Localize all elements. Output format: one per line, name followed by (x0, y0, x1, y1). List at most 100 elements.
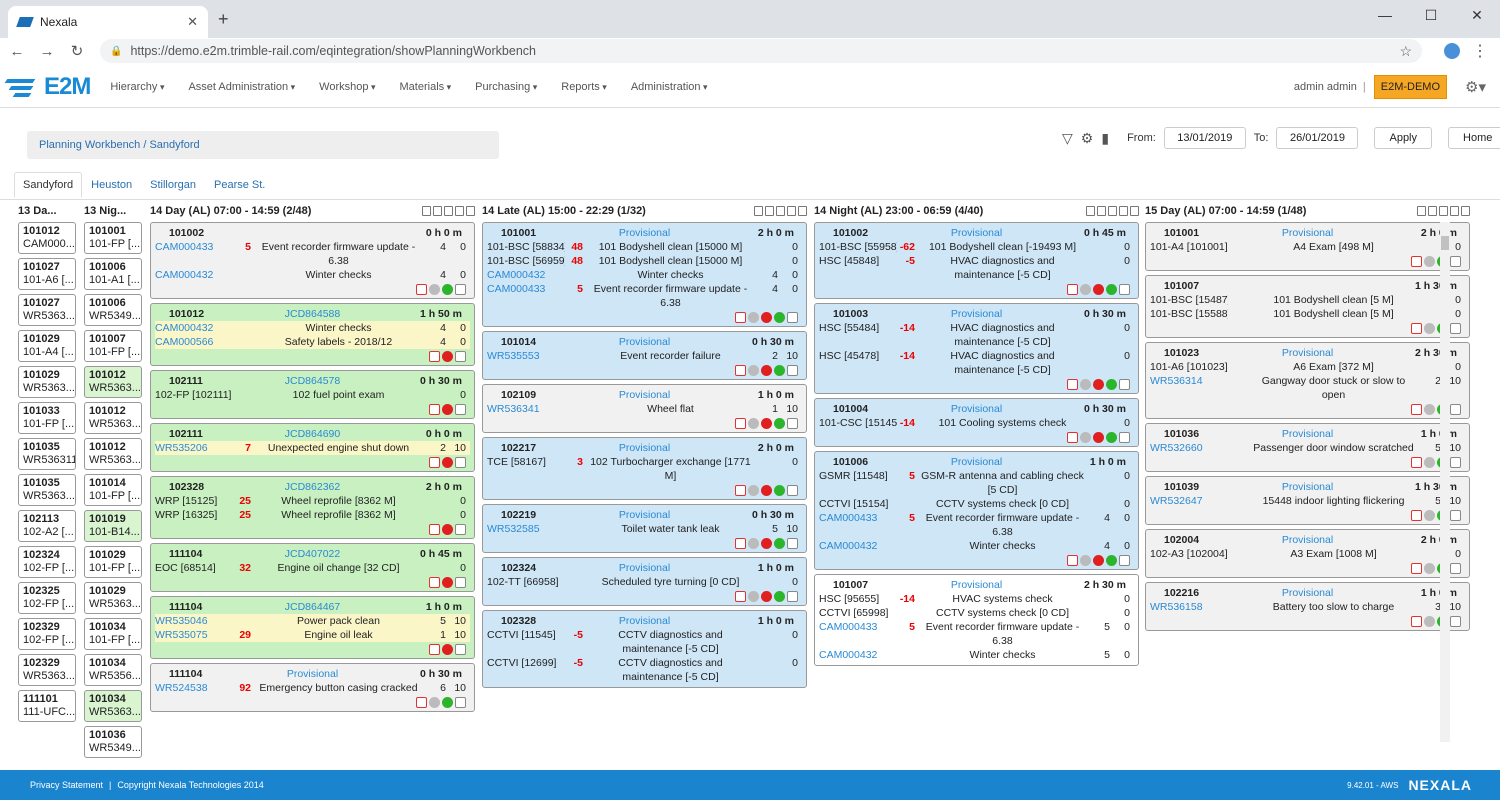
reject-icon[interactable] (1093, 284, 1104, 295)
task-id[interactable]: WR535046 (155, 615, 208, 627)
task-row[interactable]: WR536158 Battery too slow to charge 3 10 (1150, 600, 1465, 614)
work-order-status[interactable] (225, 226, 400, 240)
back-icon[interactable]: ← (9, 42, 25, 60)
unassigned-icon[interactable] (748, 312, 759, 323)
hourglass-icon[interactable] (455, 351, 466, 362)
scrollbar-thumb[interactable] (1441, 236, 1449, 250)
work-order-card[interactable]: 111104 JCD407022 0 h 45 m EOC [68514] 32 Engi… (150, 543, 475, 592)
manual-icon[interactable] (735, 485, 746, 496)
menu-asset-administration[interactable]: Asset Administration (188, 81, 295, 93)
apply-button[interactable]: Apply (1374, 127, 1433, 149)
task-row[interactable]: WR536341 Wheel flat 1 10 (487, 402, 802, 416)
url-field[interactable]: 🔒 https://demo.e2m.trimble-rail.com/eqin… (100, 39, 1422, 63)
manual-icon[interactable] (1411, 404, 1422, 415)
export-icon[interactable] (1119, 206, 1128, 216)
unassigned-icon[interactable] (1424, 323, 1435, 334)
close-window-icon[interactable]: ✕ (1471, 6, 1483, 23)
work-order-card[interactable]: 101006 Provisional 1 h 0 m GSMR [11548] 5 GSM… (814, 451, 1139, 570)
unassigned-icon[interactable] (1080, 432, 1091, 443)
mini-card[interactable]: 101027 101-A6 [... (18, 258, 76, 290)
task-id[interactable]: CAM000433 (155, 241, 214, 253)
collapse-icon[interactable] (1130, 206, 1139, 216)
hourglass-icon[interactable] (1450, 457, 1461, 468)
work-order-status[interactable]: Provisional (1281, 587, 1334, 599)
mini-card[interactable]: 101001 101-FP [... (84, 222, 142, 254)
tab-pearse-st[interactable]: Pearse St. (214, 179, 266, 191)
menu-materials[interactable]: Materials (400, 81, 452, 93)
manual-icon[interactable] (429, 457, 440, 468)
column-title[interactable]: 14 Night (AL) 23:00 - 06:59 (4/40) (814, 205, 984, 217)
mini-card[interactable]: 101012 WR5363... (84, 402, 142, 434)
task-row[interactable]: 101-BSC [15487] 101 Bodyshell clean [5 M]… (1150, 293, 1465, 307)
manual-icon[interactable] (429, 404, 440, 415)
hourglass-icon[interactable] (787, 365, 798, 376)
work-order-status[interactable]: Provisional (950, 579, 1003, 591)
menu-reports[interactable]: Reports (561, 81, 607, 93)
reject-icon[interactable] (442, 457, 453, 468)
manual-icon[interactable] (1411, 256, 1422, 267)
reject-icon[interactable] (761, 418, 772, 429)
approve-icon[interactable] (1106, 284, 1117, 295)
column-header[interactable]: 13 Nig... (84, 205, 127, 217)
task-id[interactable]: WR536314 (1150, 375, 1203, 387)
approve-icon[interactable] (1106, 555, 1117, 566)
work-order-card[interactable]: 102109 Provisional 1 h 0 m WR536341 Wheel fl… (482, 384, 807, 433)
hourglass-icon[interactable] (455, 284, 466, 295)
work-order-status[interactable]: JCD407022 (284, 548, 341, 560)
work-order-card[interactable]: 111104 Provisional 0 h 30 m WR524538 92 Emerg… (150, 663, 475, 712)
mini-card[interactable]: 101034 WR5363... (84, 690, 142, 722)
task-row[interactable]: CAM000433 5 Event recorder firmware update… (155, 240, 470, 268)
manual-icon[interactable] (735, 418, 746, 429)
task-row[interactable]: CAM000566 Safety labels - 2018/12 4 0 (155, 335, 470, 349)
reject-icon[interactable] (761, 485, 772, 496)
work-order-status[interactable]: Provisional (950, 308, 1003, 320)
unassigned-icon[interactable] (748, 418, 759, 429)
hourglass-icon[interactable] (787, 418, 798, 429)
hourglass-icon[interactable] (1450, 256, 1461, 267)
privacy-statement-link[interactable]: Privacy Statement (30, 780, 104, 790)
hourglass-icon[interactable] (455, 457, 466, 468)
task-id[interactable]: WR535075 (155, 629, 208, 641)
task-id[interactable]: WR524538 (155, 682, 208, 694)
approve-icon[interactable] (774, 418, 785, 429)
mini-card[interactable]: 101035 WR536311 (18, 438, 76, 470)
work-order-status[interactable]: Provisional (1281, 227, 1334, 239)
work-order-card[interactable]: 101003 Provisional 0 h 30 m HSC [55484] -14 H… (814, 303, 1139, 394)
work-order-status[interactable]: JCD864588 (284, 308, 341, 320)
export-icon[interactable] (455, 206, 464, 216)
menu-hierarchy[interactable]: Hierarchy (110, 81, 164, 93)
work-order-status[interactable]: Provisional (618, 389, 671, 401)
column-title[interactable]: 14 Late (AL) 15:00 - 22:29 (1/32) (482, 205, 646, 217)
work-order-status[interactable]: JCD862362 (284, 481, 341, 493)
document-icon[interactable] (1108, 206, 1117, 216)
mini-card[interactable]: 101019 101-B14... (84, 510, 142, 542)
minimize-icon[interactable]: — (1378, 7, 1392, 23)
task-id[interactable]: CAM000433 (487, 283, 546, 295)
manual-icon[interactable] (1067, 379, 1078, 390)
manual-icon[interactable] (735, 591, 746, 602)
truck-icon[interactable] (754, 206, 763, 216)
mini-card[interactable]: 101029 101-A4 [... (18, 330, 76, 362)
approve-icon[interactable] (774, 591, 785, 602)
mini-card[interactable]: 102113 102-A2 [... (18, 510, 76, 542)
manual-icon[interactable] (416, 697, 427, 708)
unassigned-icon[interactable] (748, 538, 759, 549)
column-title[interactable]: 14 Day (AL) 07:00 - 14:59 (2/48) (150, 205, 312, 217)
work-order-status[interactable]: Provisional (1281, 534, 1334, 546)
work-order-status[interactable]: Provisional (618, 562, 671, 574)
approve-icon[interactable] (774, 538, 785, 549)
task-row[interactable]: 101-BSC [58834] 48 101 Bodyshell clean [15… (487, 240, 802, 254)
work-order-card[interactable]: 102111 JCD864690 0 h 0 m WR535206 7 Unexpecte… (150, 423, 475, 472)
hourglass-icon[interactable] (455, 577, 466, 588)
truck-icon[interactable] (422, 206, 431, 216)
work-order-status[interactable]: JCD864690 (284, 428, 341, 440)
mini-card[interactable]: 101029 WR5363... (18, 366, 76, 398)
reject-icon[interactable] (442, 404, 453, 415)
work-order-status[interactable]: Provisional (618, 336, 671, 348)
unassigned-icon[interactable] (1424, 404, 1435, 415)
manual-icon[interactable] (1411, 457, 1422, 468)
hourglass-icon[interactable] (1450, 323, 1461, 334)
reject-icon[interactable] (1093, 555, 1104, 566)
document-icon[interactable] (776, 206, 785, 216)
hourglass-icon[interactable] (1450, 616, 1461, 627)
